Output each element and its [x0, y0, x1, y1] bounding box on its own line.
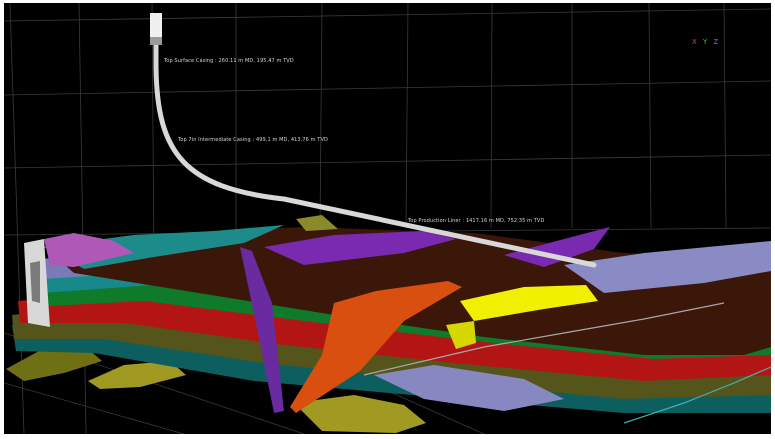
well-label-intermediate-casing: Top 7in Intermediate Casing : 499.1 m MD… [178, 137, 328, 143]
section-wall-shadow [30, 261, 40, 303]
horizon-yellow-base-mid [88, 361, 186, 389]
axis-triad: X Y Z [692, 38, 718, 46]
fault-magenta-left [44, 233, 134, 267]
fault-purple-top [264, 231, 456, 265]
horizon-yellow-base-bottom [294, 395, 426, 433]
fault-yellow [460, 285, 598, 321]
horizon-edge-teal [623, 366, 771, 424]
horizon-edge-grey [363, 302, 725, 376]
well-label-production-liner: Top Production Liner : 1417.16 m MD, 752… [408, 218, 545, 224]
axis-y-label: Y [703, 38, 708, 46]
wellhead-marker [150, 13, 162, 39]
well-trajectory [153, 18, 597, 268]
wellhead-marker-cap [150, 37, 162, 45]
horizon-red [18, 291, 771, 381]
horizon-top-lavender-right [564, 241, 771, 293]
horizon-yellow-base-left [6, 347, 102, 381]
fault-orange [290, 281, 462, 413]
fault-purple-right [504, 227, 610, 267]
axis-z-label: Z [713, 38, 719, 46]
fault-olive-top [296, 215, 338, 231]
fault-purple-vertical [240, 247, 284, 413]
geological-scene[interactable] [4, 3, 771, 434]
horizon-top-lavender-bottom [374, 365, 564, 411]
fault-yellow-small [446, 321, 476, 349]
axis-x-label: X [692, 38, 697, 46]
3d-viewport[interactable]: Top Surface Casing : 260.11 m MD, 195.47… [4, 3, 771, 434]
well-label-surface-casing: Top Surface Casing : 260.11 m MD, 195.47… [164, 58, 294, 64]
